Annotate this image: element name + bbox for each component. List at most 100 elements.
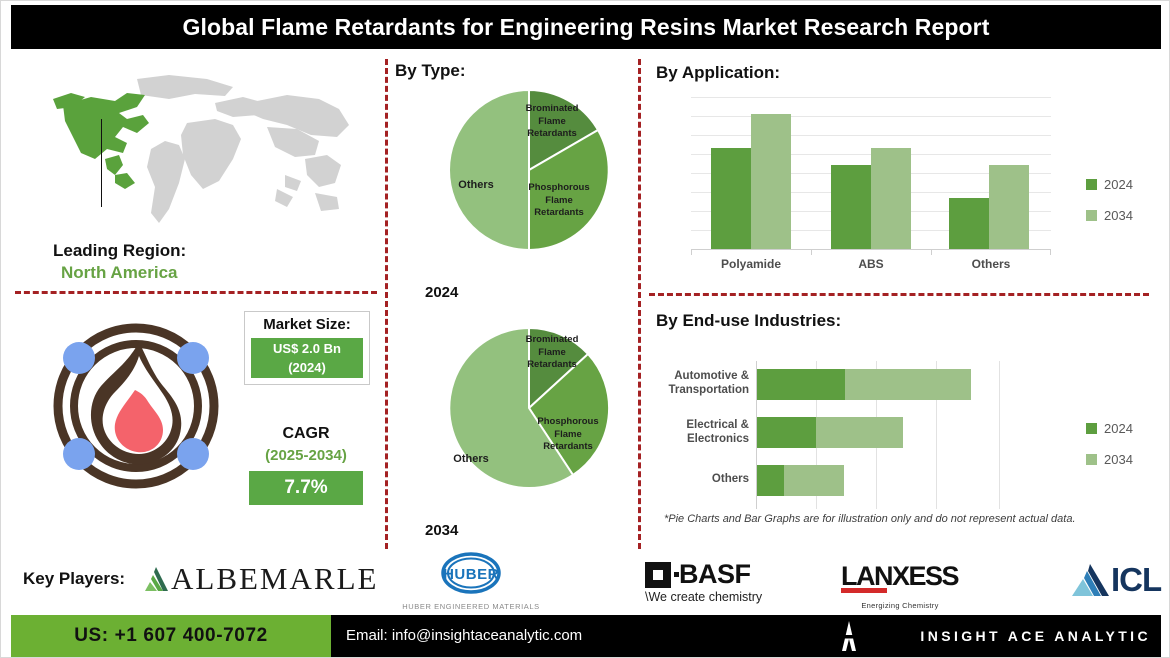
chart-x-axis	[691, 249, 1051, 250]
footer-email[interactable]: Email: info@insightaceanalytic.com	[346, 627, 583, 644]
bar-polyamide-2024	[711, 148, 751, 249]
legend-swatch-2034	[1086, 210, 1097, 221]
axis-tick	[811, 249, 812, 255]
cagr-value: 7.7%	[249, 471, 363, 505]
section-title-by-end-use: By End-use Industries:	[656, 311, 842, 330]
category-label-electrical: Electrical & Electronics	[686, 419, 749, 445]
bar-row-others	[757, 465, 844, 496]
albemarle-mark-icon	[145, 567, 168, 591]
divider-horizontal-right	[649, 293, 1149, 296]
legend-label-2024: 2024	[1104, 421, 1133, 436]
axis-tick	[1050, 249, 1051, 255]
svg-text:LANXESS: LANXESS	[841, 561, 959, 591]
bar-abs-2024	[831, 165, 871, 249]
svg-text:HUBER: HUBER	[443, 566, 499, 583]
basf-tagline: \We create chemistry	[645, 590, 763, 604]
pie-2034-label-brominated: Brominated Flame Retardants	[525, 334, 579, 370]
icl-wordmark: ICL	[1111, 561, 1162, 598]
logo-icl: ICL	[1069, 561, 1162, 599]
bar-others-2034	[784, 465, 844, 496]
pie-2024-year: 2024	[425, 284, 459, 301]
legend-swatch-2034	[1086, 454, 1097, 465]
pie-chart-2024	[444, 85, 614, 255]
axis-tick	[931, 249, 932, 255]
bar-polyamide-2034	[751, 114, 791, 249]
pie-2024-label-others: Others	[458, 179, 494, 191]
page-title: Global Flame Retardants for Engineering …	[182, 14, 990, 40]
logo-huber: HUBER HUBER ENGINEERED MATERIALS	[402, 552, 541, 611]
logo-albemarle: ALBEMARLE	[141, 561, 378, 597]
region-pointer-line	[101, 119, 102, 207]
legend-item-2024: 2024	[1086, 177, 1133, 192]
bar-others-2024	[757, 465, 784, 496]
pie-2034-label-phosphorous: Phosphorous Flame Retardants	[537, 416, 599, 452]
logo-lanxess: LANXESS Energizing Chemistry	[841, 561, 960, 610]
application-chart-legend: 2024 2034	[1086, 177, 1133, 239]
leading-region-value: North America	[61, 263, 178, 282]
footer-phone[interactable]: US: +1 607 400-7072	[74, 625, 268, 646]
footer-brand: INSIGHT ACE ANALYTIC	[920, 628, 1151, 644]
end-use-bar-chart	[756, 361, 1001, 509]
pie-2034-label-others: Others	[453, 453, 489, 465]
flame-icon	[31, 306, 241, 506]
bar-others-2034	[989, 165, 1029, 249]
bar-electrical-2024	[757, 417, 816, 448]
world-map	[19, 63, 369, 248]
huber-tagline: HUBER ENGINEERED MATERIALS	[402, 602, 540, 611]
bar-electrical-2034	[816, 417, 903, 448]
chart-y-axis	[756, 361, 757, 509]
bar-automotive-2024	[757, 369, 845, 400]
key-players-label: Key Players:	[23, 569, 126, 588]
pie-2034-year: 2034	[425, 522, 459, 539]
section-title-by-type: By Type:	[395, 61, 466, 80]
footer-green-band	[11, 615, 331, 657]
divider-vertical-left	[385, 59, 388, 549]
divider-vertical-right	[638, 59, 641, 549]
legend-swatch-2024	[1086, 179, 1097, 190]
basf-wordmark: BASF	[679, 559, 751, 589]
legend-label-2034: 2034	[1104, 208, 1133, 223]
section-title-by-application: By Application:	[656, 63, 781, 82]
legend-item-2034: 2034	[1086, 208, 1133, 223]
footer-black-band	[331, 615, 1161, 657]
market-size-value: US$ 2.0 Bn	[273, 341, 341, 356]
legend-item-2024: 2024	[1086, 421, 1133, 436]
bar-row-electrical	[757, 417, 903, 448]
market-size-card: Market Size: US$ 2.0 Bn (2024)	[244, 311, 370, 385]
end-use-chart-legend: 2024 2034	[1086, 421, 1133, 483]
application-bar-chart	[691, 97, 1051, 249]
logo-basf: BASF \We create chemistry	[645, 559, 762, 604]
category-label-automotive: Automotive & Transportation	[668, 370, 749, 396]
bar-automotive-2034	[845, 369, 971, 400]
category-label-polyamide: Polyamide	[720, 257, 782, 271]
cagr-title: CAGR	[282, 425, 330, 442]
bar-row-automotive	[757, 369, 971, 400]
header-bar: Global Flame Retardants for Engineering …	[11, 5, 1161, 49]
insight-ace-logo-icon	[842, 621, 856, 651]
cagr-years: (2025-2034)	[265, 447, 347, 464]
category-label-others: Others	[971, 257, 1011, 271]
legend-label-2034: 2034	[1104, 452, 1133, 467]
huber-mark-icon: HUBER	[441, 552, 501, 594]
basf-square-icon	[645, 561, 679, 588]
market-size-title: Market Size:	[263, 316, 351, 333]
axis-tick	[691, 249, 692, 255]
legend-swatch-2024	[1086, 423, 1097, 434]
bar-others-2024	[949, 198, 989, 249]
lanxess-tagline: Energizing Chemistry	[861, 601, 939, 610]
divider-horizontal-left	[15, 291, 377, 294]
leading-region-label: Leading Region:	[53, 241, 187, 260]
pie-chart-2034	[444, 323, 614, 493]
pie-2024-label-brominated: Brominated Flame Retardants	[525, 103, 579, 139]
bar-abs-2034	[871, 148, 911, 249]
category-label-abs: ABS	[858, 257, 884, 271]
lanxess-wordmark-icon: LANXESS	[841, 561, 960, 593]
chart-disclaimer: *Pie Charts and Bar Graphs are for illus…	[664, 513, 1076, 525]
market-size-year: (2024)	[288, 360, 326, 375]
legend-item-2034: 2034	[1086, 452, 1133, 467]
market-size-chip: US$ 2.0 Bn (2024)	[251, 338, 363, 378]
albemarle-wordmark: ALBEMARLE	[171, 561, 379, 596]
category-label-end-use-others: Others	[711, 473, 749, 485]
pie-2024-label-phosphorous: Phosphorous Flame Retardants	[528, 182, 590, 218]
